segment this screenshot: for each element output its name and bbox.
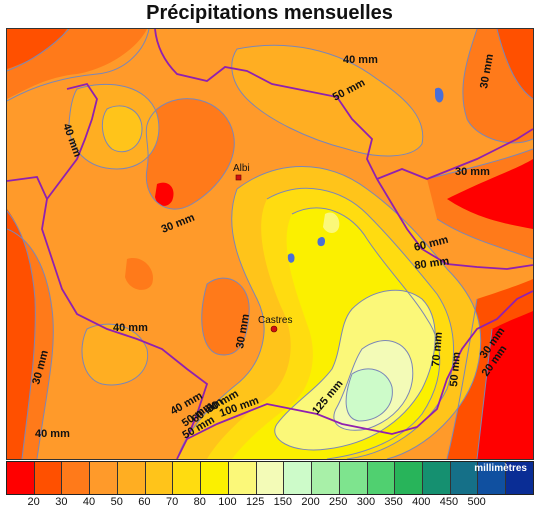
legend-swatch xyxy=(7,462,35,494)
zone-20-30-north-west xyxy=(7,29,67,69)
legend-tick-label: 80 xyxy=(193,496,206,508)
legend-tick-label: 60 xyxy=(138,496,151,508)
zone-under-20-south-east xyxy=(477,311,533,459)
legend-swatch xyxy=(339,462,368,494)
legend-swatch xyxy=(201,462,229,494)
contour-label: 80 mm xyxy=(414,255,450,272)
legend-tick-label: 125 xyxy=(245,496,265,508)
legend-swatch xyxy=(367,462,396,494)
department-borders xyxy=(7,29,533,459)
contour-label: 50 mm xyxy=(448,351,463,387)
map-canvas: Albi Castres 40 mm 50 mm 40 mm 30 mm 30 … xyxy=(7,29,533,459)
zone-100-125-north xyxy=(323,212,340,233)
zone-20-30-west xyxy=(7,209,36,459)
legend-tick-label: 20 xyxy=(27,496,40,508)
contour-label: 70 mm xyxy=(430,331,445,367)
contour-label: 30 mm xyxy=(478,53,496,90)
legend-tick-label: 250 xyxy=(329,496,348,508)
legend-tick-label: 400 xyxy=(412,496,431,508)
legend-swatch xyxy=(478,462,507,494)
legend-swatch xyxy=(145,462,174,494)
legend-tick-label: 500 xyxy=(467,496,486,508)
legend-swatch xyxy=(256,462,285,494)
legend-swatch xyxy=(90,462,118,494)
legend-tick-label: 50 xyxy=(110,496,123,508)
city-marker-albi xyxy=(235,174,242,181)
legend-tick-label: 200 xyxy=(301,496,320,508)
lake-center-east xyxy=(317,236,326,247)
legend-tick-label: 40 xyxy=(82,496,96,508)
legend-swatch xyxy=(62,462,91,494)
legend-tick-label: 100 xyxy=(218,496,237,508)
precipitation-map: Albi Castres 40 mm 50 mm 40 mm 30 mm 30 … xyxy=(6,28,534,460)
zone-50-60-north xyxy=(231,45,423,156)
legend-unit-label: millimètres xyxy=(474,463,527,474)
legend-swatch xyxy=(34,462,63,494)
zone-under-20-albi xyxy=(155,182,174,206)
legend-tick-label: 70 xyxy=(165,496,179,508)
city-castres: Castres xyxy=(258,315,292,333)
legend-swatch xyxy=(395,462,424,494)
legend-tick-label: 150 xyxy=(273,496,293,508)
legend-tick-label: 450 xyxy=(439,496,459,508)
contour-label: 40 mm xyxy=(343,54,378,66)
city-label-albi: Albi xyxy=(233,163,250,174)
legend-swatch xyxy=(312,462,340,494)
zone-30-40-small xyxy=(125,258,153,290)
legend-swatch xyxy=(284,462,313,494)
color-scale-legend xyxy=(6,461,534,495)
contour-label: 30 mm xyxy=(234,313,252,350)
legend-swatch xyxy=(423,462,451,494)
zone-50-60-south-west xyxy=(82,324,148,385)
legend-tick-label: 300 xyxy=(356,496,376,508)
legend-swatch xyxy=(117,462,146,494)
legend-swatch xyxy=(228,462,257,494)
zone-20-30-north-east xyxy=(497,29,533,99)
zone-under-20-east xyxy=(447,159,533,229)
city-label-castres: Castres xyxy=(258,315,292,326)
legend-tick-label: 30 xyxy=(55,496,68,508)
contour-label: 40 mm xyxy=(113,322,148,334)
legend-tick-labels: 20 30 40 50 60 70 80 100 125 150 200 250 300 350 400 45… xyxy=(6,496,532,516)
contour-label: 30 mm xyxy=(455,166,490,178)
legend-tick-label: 350 xyxy=(384,496,403,508)
legend-swatch xyxy=(506,462,533,494)
zone-60-70-north-west xyxy=(102,105,142,152)
zone-30-40-south xyxy=(201,278,250,355)
lake-north-east xyxy=(435,87,444,103)
legend-swatch xyxy=(173,462,202,494)
lake-center xyxy=(287,253,295,263)
city-marker-castres xyxy=(270,325,278,333)
contour-lines xyxy=(7,29,533,459)
map-title: Précipitations mensuelles xyxy=(146,2,393,24)
city-albi: Albi xyxy=(233,163,250,181)
zone-30-40-albi xyxy=(146,98,235,210)
contour-label: 40 mm xyxy=(35,428,70,440)
zone-150-200 xyxy=(346,368,393,421)
legend-swatch xyxy=(450,462,479,494)
